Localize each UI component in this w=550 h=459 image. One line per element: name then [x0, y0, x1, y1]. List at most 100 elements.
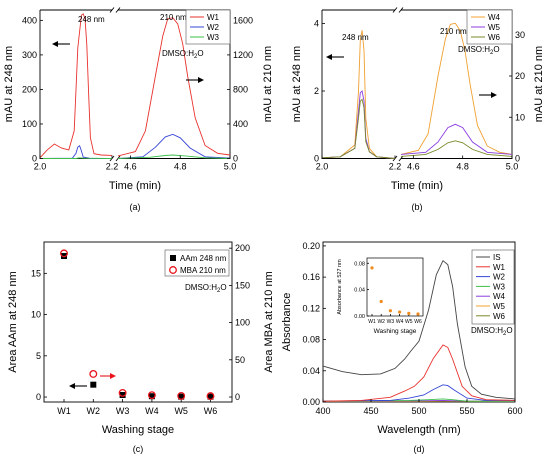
a-xtick-label-1: 2.2 [106, 162, 119, 172]
c-yleft-tick-label-2: 10 [31, 310, 41, 320]
a-annotation-248: 248 nm [78, 15, 105, 24]
d-inset-ytick-label-1: 0.04 [354, 288, 365, 294]
b-caption: (b) [412, 202, 423, 212]
b-yleft-tick-label-0: 0 [314, 154, 319, 164]
d-inset-point-w5 [407, 311, 411, 315]
c-point-mba-w4 [147, 391, 156, 400]
c-legend-swatch-mba [169, 266, 177, 274]
a-yright-tick-label-0: 0 [233, 154, 238, 164]
d-legend-w2: W2 [493, 273, 506, 282]
d-legend-w6: W6 [493, 312, 506, 321]
panel-d: 400 450 500 550 6000.000.040.080.120.160.20 … [281, 241, 523, 454]
c-arrow-left [69, 383, 87, 389]
d-ytick-label-1: 0.04 [302, 366, 320, 376]
a-legend-w3: W3 [207, 33, 220, 42]
c-point-aam-w5 [178, 393, 185, 400]
panel-d-marks: 400 450 500 550 600 0.00 0.04 0.08 0.12 0.16 0.20 [302, 241, 522, 416]
d-legend-w3: W3 [493, 282, 506, 291]
b-arrow-right [479, 92, 497, 98]
d-inset-xtick-label-w6: W6 [414, 319, 422, 325]
c-point-aam-w2 [90, 381, 97, 388]
a-legend-w1: W1 [207, 13, 220, 22]
a-solvent-main: DMSO:H [162, 49, 194, 58]
d-ylabel: Absorbance [281, 293, 293, 352]
b-solvent-sub: 2 [490, 50, 494, 56]
b-xtick-label-3: 4.8 [456, 162, 469, 172]
d-inset-point-w1 [370, 266, 374, 270]
a-yright-tick-label-2: 800 [233, 84, 248, 94]
d-inset-ytick-label-0: 0.00 [354, 314, 365, 320]
a-yright-tick-label-1: 400 [233, 119, 248, 129]
c-point-aam-w4 [148, 393, 155, 400]
d-inset-point-w3 [388, 309, 392, 313]
c-xtick-label-w6: W6 [204, 406, 218, 416]
d-xtick-label-1: 450 [363, 406, 378, 416]
b-line-w4-210 [400, 22, 513, 155]
d-legend-w1: W1 [493, 263, 506, 272]
c-point-mba-w1 [60, 249, 68, 258]
d-inset-point-w2 [379, 299, 383, 304]
d-line-w2 [322, 384, 515, 402]
c-caption: (c) [133, 444, 144, 454]
c-yleft-tick-label-0: 0 [36, 392, 41, 402]
a-legend: W1 W2 W3 [185, 9, 231, 45]
c-solvent-end: O [220, 283, 226, 292]
c-xlabel: Washing stage [102, 424, 174, 436]
a-ylabel-left: mAU at 248 nm [3, 46, 15, 122]
b-legend: W4 W5 W6 [466, 9, 513, 45]
d-inset-ylabel: Absorbance at 527 nm [337, 259, 343, 315]
d-inset-xtick-label-w2: W2 [377, 319, 385, 325]
a-xtick-label-0: 2.0 [34, 162, 47, 172]
b-xtick-label-2: 4.6 [407, 162, 420, 172]
a-line-w3-210 [117, 154, 231, 159]
d-inset-xtick-label-w4: W4 [396, 319, 404, 325]
b-line-w5-248 [321, 90, 396, 159]
b-solvent-main: DMSO:H [458, 45, 490, 54]
c-point-mba-w3 [118, 388, 127, 397]
d-xtick-label-4: 600 [507, 406, 522, 416]
c-ylabel-right: Area MBA at 210 nm [263, 271, 275, 373]
d-legend-w5: W5 [493, 302, 506, 311]
b-xlabel: Time (min) [391, 180, 443, 192]
a-yleft-tick-label-2: 200 [22, 84, 37, 94]
b-ylabel-right: mAU at 210 nm [533, 46, 545, 122]
b-ylabel-left: mAU at 248 nm [291, 46, 303, 122]
a-ylabel-right: mAU at 210 nm [262, 46, 274, 122]
a-xtick-label-3: 4.8 [174, 162, 187, 172]
d-inset-point-w6 [416, 312, 420, 316]
a-yleft-tick-label-0: 0 [32, 154, 37, 164]
d-xtick-label-2: 500 [411, 406, 426, 416]
b-xtick-label-4: 5.0 [506, 162, 519, 172]
d-xtick-label-3: 550 [459, 406, 474, 416]
a-solvent-end: O [197, 49, 203, 58]
c-yleft-tick-label-1: 5 [36, 351, 41, 361]
b-solvent-end: O [493, 45, 499, 54]
c-solvent-main: DMSO:H [185, 283, 217, 292]
a-yright-tick-label-4: 1600 [233, 15, 253, 25]
c-yright-tick-label-1: 50 [235, 355, 245, 365]
a-line-w1-248 [39, 13, 113, 159]
b-xtick-label-1: 2.2 [389, 162, 402, 172]
c-xtick-label-w1: W1 [57, 406, 71, 416]
c-point-aam-w3 [119, 391, 126, 398]
d-inset: 0.00 0.04 0.08 W1 W2 W3 W4 W5 W6 Washing stage A… [337, 257, 424, 335]
c-point-mba-w5 [177, 391, 186, 400]
c-point-aam-w1 [61, 253, 67, 260]
a-yleft-tick-label-4: 400 [22, 15, 37, 25]
d-solvent-sub: 2 [503, 331, 507, 337]
d-legend-w4: W4 [493, 292, 506, 301]
d-solvent-end: O [506, 326, 512, 335]
a-xtick-label-4: 5.0 [224, 162, 237, 172]
d-ytick-label-5: 0.20 [302, 241, 320, 251]
a-xlabel: Time (min) [109, 180, 161, 192]
a-line-w2-248 [39, 144, 112, 159]
a-arrow-right [186, 77, 204, 83]
a-annotation-210: 210 nm [160, 13, 187, 22]
d-inset-xlabel: Washing stage [374, 328, 417, 335]
b-annotation-solvent: DMSO:H2O [458, 45, 500, 56]
b-yright-tick-label-0: 0 [515, 154, 520, 164]
